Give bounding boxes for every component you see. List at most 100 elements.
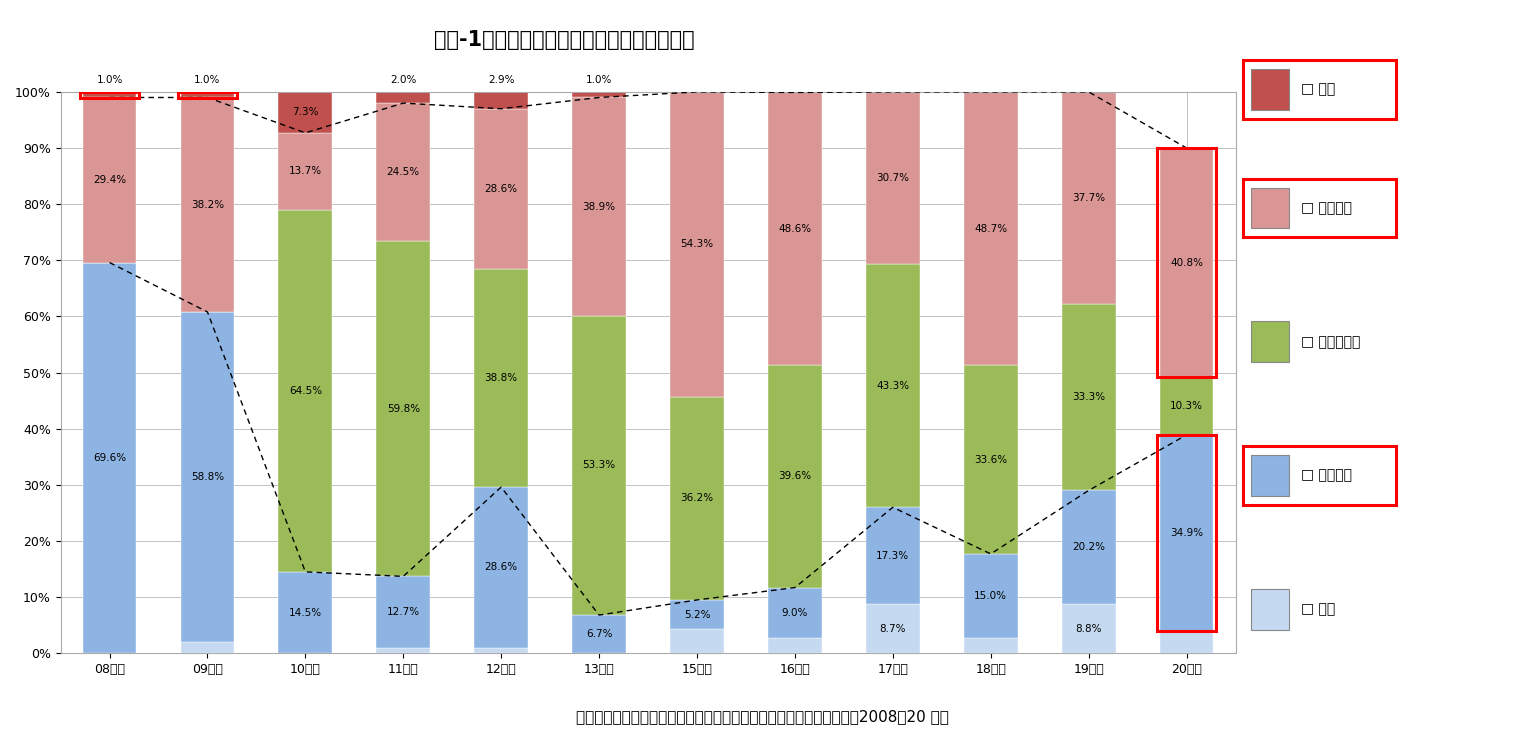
Bar — [1159, 435, 1214, 631]
Bar — [866, 507, 920, 604]
Bar — [180, 97, 235, 312]
Text: 14.5%: 14.5% — [288, 608, 322, 617]
Bar — [769, 588, 822, 638]
Text: 38.2%: 38.2% — [191, 200, 224, 210]
Text: 33.3%: 33.3% — [1072, 392, 1106, 402]
Text: 36.2%: 36.2% — [680, 493, 714, 503]
Bar — [1061, 490, 1116, 604]
Text: 37.7%: 37.7% — [1072, 192, 1106, 203]
Bar — [377, 103, 430, 241]
Text: 38.9%: 38.9% — [583, 201, 616, 212]
Bar — [279, 210, 332, 572]
Text: 69.6%: 69.6% — [93, 453, 127, 463]
Text: 13.7%: 13.7% — [288, 166, 322, 176]
Text: 28.6%: 28.6% — [485, 184, 518, 194]
Text: 1.0%: 1.0% — [586, 74, 612, 85]
Bar — [769, 638, 822, 653]
Bar — [866, 604, 920, 653]
Bar — [669, 397, 724, 600]
Text: □ 平常・普通: □ 平常・普通 — [1301, 335, 1360, 348]
Bar — [964, 366, 1017, 554]
Bar — [177, 91, 238, 97]
Text: □ 悪い: □ 悪い — [1301, 603, 1336, 616]
Text: 5.2%: 5.2% — [683, 609, 711, 620]
Bar — [1061, 92, 1116, 304]
Text: 53.3%: 53.3% — [583, 461, 616, 470]
Text: 10.3%: 10.3% — [1170, 401, 1203, 411]
Bar — [279, 572, 332, 653]
Text: 43.3%: 43.3% — [877, 380, 909, 391]
Bar — [1156, 435, 1217, 631]
Bar — [964, 638, 1017, 653]
Bar — [769, 366, 822, 588]
Bar — [79, 91, 139, 97]
Text: 1.0%: 1.0% — [194, 74, 221, 85]
Bar — [964, 92, 1017, 366]
Text: 6.7%: 6.7% — [586, 629, 613, 639]
Bar — [474, 648, 528, 653]
Text: □ やや悪い: □ やや悪い — [1301, 469, 1353, 482]
Bar — [82, 262, 136, 653]
Bar — [279, 92, 332, 133]
Text: 9.0%: 9.0% — [782, 608, 808, 618]
Bar — [669, 600, 724, 629]
Text: 2.0%: 2.0% — [390, 74, 416, 85]
Bar — [82, 92, 136, 97]
Text: 54.3%: 54.3% — [680, 239, 714, 250]
Bar — [1159, 631, 1214, 653]
Text: 39.6%: 39.6% — [778, 471, 811, 481]
Bar — [377, 92, 430, 103]
Bar — [377, 241, 430, 577]
Bar — [769, 92, 822, 366]
Bar — [377, 648, 430, 653]
Bar — [180, 642, 235, 653]
Bar — [1061, 604, 1116, 653]
Bar — [279, 133, 332, 210]
Text: 24.5%: 24.5% — [387, 167, 419, 177]
Bar — [474, 269, 528, 487]
Bar — [572, 316, 627, 615]
Bar — [180, 312, 235, 642]
Text: 12.7%: 12.7% — [387, 607, 419, 617]
Text: 8.8%: 8.8% — [1075, 623, 1103, 634]
Bar — [1159, 148, 1214, 377]
Text: 29.4%: 29.4% — [93, 175, 127, 185]
Bar — [180, 92, 235, 97]
Text: □ 良い: □ 良い — [1301, 82, 1336, 96]
Bar — [377, 577, 430, 648]
Bar — [572, 92, 627, 97]
Bar — [669, 629, 724, 653]
Text: 48.6%: 48.6% — [778, 224, 811, 234]
Bar — [572, 97, 627, 316]
Text: 8.7%: 8.7% — [880, 624, 906, 634]
Text: 図表-1　不動産投資市場全体の現在の景況感: 図表-1 不動産投資市場全体の現在の景況感 — [435, 30, 694, 50]
Text: 30.7%: 30.7% — [877, 173, 909, 183]
Text: 40.8%: 40.8% — [1170, 258, 1203, 267]
Bar — [474, 92, 528, 108]
Text: 2.9%: 2.9% — [488, 75, 514, 85]
Text: 59.8%: 59.8% — [387, 403, 419, 414]
Bar — [474, 487, 528, 648]
Bar — [866, 92, 920, 265]
Bar — [82, 97, 136, 262]
Text: 20.2%: 20.2% — [1072, 542, 1106, 552]
Bar — [1159, 377, 1214, 435]
Text: 1.0%: 1.0% — [96, 74, 122, 85]
Text: 17.3%: 17.3% — [877, 551, 909, 561]
Text: （出所）ニッセイ基礎研究所「不動産市況アンケート」（調査時点：2008〜20 年）: （出所）ニッセイ基礎研究所「不動産市況アンケート」（調査時点：2008〜20 年… — [576, 710, 949, 724]
Bar — [866, 265, 920, 507]
Text: 64.5%: 64.5% — [288, 386, 322, 396]
Text: 28.6%: 28.6% — [485, 562, 518, 572]
Bar — [1156, 148, 1217, 377]
Text: 58.8%: 58.8% — [191, 472, 224, 482]
Bar — [572, 615, 627, 652]
Text: □ やや良い: □ やや良い — [1301, 201, 1353, 215]
Text: 33.6%: 33.6% — [974, 455, 1008, 464]
Text: 34.9%: 34.9% — [1170, 528, 1203, 538]
Bar — [669, 92, 724, 397]
Bar — [964, 554, 1017, 638]
Text: 48.7%: 48.7% — [974, 224, 1008, 233]
Bar — [474, 108, 528, 269]
Text: 15.0%: 15.0% — [974, 591, 1006, 601]
Text: 38.8%: 38.8% — [485, 373, 518, 383]
